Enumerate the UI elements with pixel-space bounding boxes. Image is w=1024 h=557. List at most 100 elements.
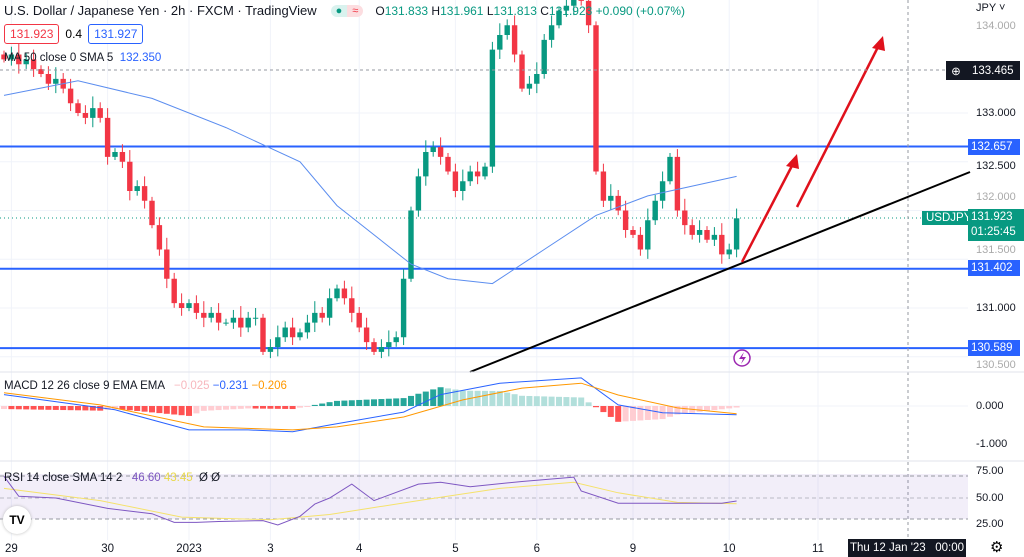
rsi-tick: 75.00 — [976, 465, 1004, 477]
macd-histogram-bar — [319, 403, 326, 406]
symbol-title[interactable]: U.S. Dollar / Japanese Yen · 2h · FXCM ·… — [4, 3, 317, 18]
sell-button[interactable]: 131.923 — [4, 24, 60, 44]
candle — [186, 299, 192, 312]
date-tick: 11 — [812, 543, 824, 555]
level-label[interactable]: 132.657 — [968, 139, 1020, 155]
rsi-pane — [3, 476, 737, 526]
candle — [482, 162, 488, 180]
horizontal-levels[interactable] — [0, 145, 968, 350]
macd-histogram-bar — [681, 406, 688, 414]
tradingview-logo[interactable]: TV — [3, 506, 31, 534]
trendline[interactable] — [469, 171, 971, 373]
macd-histogram-bar — [593, 406, 599, 408]
projection-arrow-1[interactable] — [740, 159, 797, 263]
candle — [667, 152, 673, 185]
candle — [67, 78, 74, 112]
candle — [127, 150, 133, 201]
candle — [134, 180, 140, 196]
macd-histogram-bar — [408, 395, 414, 406]
candle — [467, 165, 473, 186]
candle — [578, 0, 584, 6]
macd-histogram-bar — [30, 406, 37, 410]
candle — [622, 200, 629, 238]
macd-histogram-bar — [149, 406, 155, 413]
lightning-icon[interactable] — [733, 349, 751, 367]
macd-legend[interactable]: MACD 12 26 close 9 EMA EMA −0.025 −0.231… — [4, 380, 287, 392]
macd-histogram-bar — [52, 406, 59, 410]
macd-histogram-bar — [519, 395, 525, 406]
macd-histogram-bar — [526, 395, 533, 406]
ohlc-readout: O131.833 H131.961 L131.813 C131.923 +0.0… — [375, 3, 686, 18]
candles — [1, 0, 740, 359]
macd-histogram-bar — [704, 406, 710, 412]
candle — [719, 223, 725, 264]
macd-histogram-bar — [112, 406, 118, 409]
macd-histogram-bar — [585, 402, 592, 406]
macd-histogram-bar — [230, 406, 237, 410]
rsi-tick: 50.00 — [976, 492, 1004, 504]
arrowhead-1 — [786, 154, 799, 169]
buy-button[interactable]: 131.927 — [88, 24, 144, 44]
macd-histogram-bar — [733, 406, 740, 408]
candle — [437, 137, 444, 165]
candle — [645, 208, 651, 259]
add-alert-icon[interactable]: ⊕ — [951, 65, 961, 78]
macd-histogram-bar — [622, 406, 629, 422]
settings-gear-icon[interactable]: ⚙ — [990, 539, 1004, 556]
macd-histogram-bar — [348, 400, 355, 406]
macd-histogram-bar — [97, 406, 104, 411]
macd-histogram-bar — [667, 406, 673, 417]
candle — [489, 41, 496, 173]
macd-histogram-bar — [630, 406, 636, 421]
macd-histogram-bar — [156, 406, 163, 414]
macd-histogram-bar — [171, 406, 178, 415]
candle — [674, 149, 681, 217]
macd-histogram-bar — [119, 406, 126, 410]
macd-histogram-bar — [104, 406, 111, 410]
candle — [637, 227, 644, 256]
candle — [452, 163, 459, 198]
price-tick: 131.000 — [976, 302, 1016, 314]
candle — [297, 328, 303, 341]
candle — [600, 163, 607, 207]
macd-histogram-bar — [208, 406, 215, 411]
candle — [208, 307, 214, 323]
macd-histogram-bar — [75, 406, 81, 411]
grid — [0, 0, 968, 540]
candle — [23, 53, 29, 69]
macd-histogram-bar — [141, 406, 148, 412]
projection-arrow-2[interactable] — [795, 42, 882, 208]
macd-histogram-bar — [437, 387, 444, 406]
level-label[interactable]: 131.402 — [968, 260, 1020, 276]
rsi-tick: 25.00 — [976, 518, 1004, 530]
candle — [156, 217, 163, 256]
candle — [341, 280, 348, 305]
macd-tick: 0.000 — [976, 400, 1004, 412]
macd-histogram-bar — [482, 390, 488, 406]
candle — [497, 23, 503, 59]
macd-histogram-bar — [215, 406, 222, 411]
candle — [104, 108, 111, 165]
macd-histogram-bar — [371, 399, 377, 406]
candle — [90, 96, 96, 128]
candle — [371, 338, 377, 355]
crosshair-price-label[interactable]: ⊕ 133.465 — [946, 61, 1020, 80]
macd-tick: -1.000 — [976, 438, 1008, 450]
rsi-legend[interactable]: RSI 14 close SMA 14 2 46.60 43.45 Ø Ø — [4, 472, 221, 484]
currency-selector[interactable]: JPY ˅ — [976, 2, 1006, 14]
macd-histogram-bar — [341, 400, 348, 406]
macd-histogram-bar — [504, 392, 511, 406]
candle — [408, 206, 414, 282]
macd-histogram-bar — [193, 406, 200, 414]
macd-histogram-bar — [452, 389, 459, 406]
candle — [349, 286, 355, 323]
symbol-label: USDJPY — [922, 211, 976, 225]
candle — [733, 208, 740, 258]
macd-histogram-bar — [334, 400, 340, 406]
macd-histogram-bar — [126, 406, 133, 411]
status-indicators[interactable]: ● ≈ — [330, 4, 364, 17]
level-label[interactable]: 130.589 — [968, 340, 1020, 356]
ma-legend[interactable]: MA 50 close 0 SMA 5 132.350 — [4, 52, 162, 64]
candle — [460, 169, 466, 201]
